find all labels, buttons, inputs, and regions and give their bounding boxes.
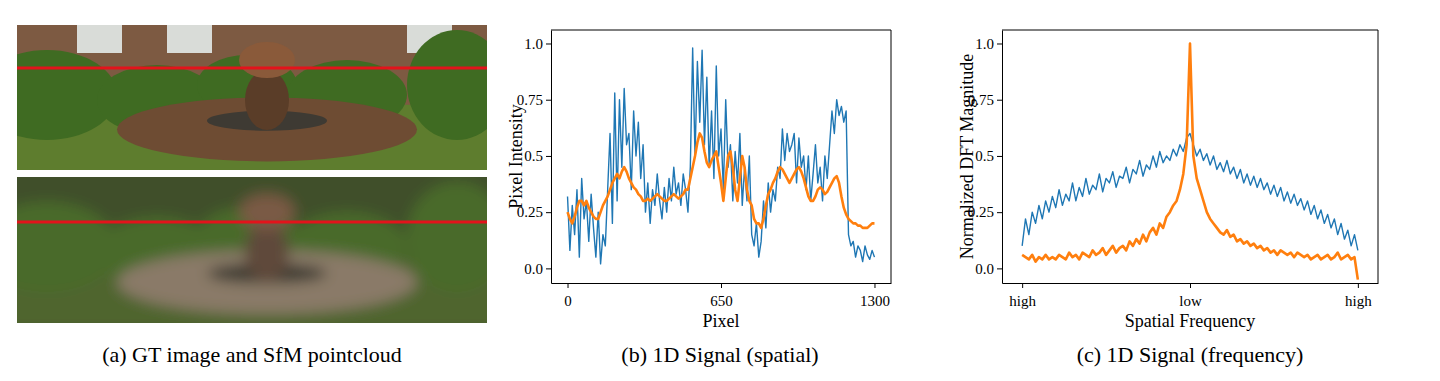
x-axis: 0 650 1300 <box>552 283 892 309</box>
y-tick-mark <box>997 43 1002 44</box>
y-tick-mark <box>997 268 1002 269</box>
frame-top <box>1002 30 1378 31</box>
scanline <box>17 221 487 224</box>
x-tick: low <box>1179 283 1202 309</box>
x-tick: high <box>1345 283 1372 309</box>
y-tick-mark <box>997 212 1002 213</box>
x-tick: 0 <box>564 283 572 309</box>
y-tick: 0.0 <box>524 261 551 277</box>
y-tick-label: 0.0 <box>524 261 543 277</box>
x-tick: high <box>1009 283 1036 309</box>
x-tick-label: 0 <box>564 293 572 309</box>
plant <box>239 42 295 78</box>
caption: (c) 1D Signal (frequency) <box>1077 342 1304 367</box>
y-tick-label: 1.0 <box>524 36 543 52</box>
frame-right <box>891 30 892 283</box>
y-tick: 0.0 <box>975 261 1002 277</box>
chart: highlowhigh0.00.250.50.751.0Spatial Freq… <box>957 30 1379 367</box>
series-line <box>1022 133 1358 250</box>
x-tick-mark <box>568 283 569 288</box>
series-line <box>568 133 875 227</box>
bush <box>407 182 487 292</box>
x-tick-label: 1300 <box>860 293 890 309</box>
x-tick-label: high <box>1009 293 1036 309</box>
vase <box>245 70 289 130</box>
x-tick-label: low <box>1179 293 1202 309</box>
y-tick: 0.5 <box>975 148 1002 164</box>
y-tick-mark <box>546 212 551 213</box>
x-tick: 1300 <box>860 283 890 309</box>
frame-right <box>1378 30 1379 283</box>
y-tick-label: 0.5 <box>975 148 994 164</box>
x-tick-mark <box>874 283 875 288</box>
y-tick: 1.0 <box>975 36 1002 52</box>
x-tick-mark <box>1022 283 1023 288</box>
x-tick: 650 <box>710 283 733 309</box>
x-axis: high low high <box>1003 283 1379 309</box>
y-tick-label: 0.0 <box>975 261 994 277</box>
y-tick-label: 1.0 <box>975 36 994 52</box>
y-tick-mark <box>997 100 1002 101</box>
bush <box>407 30 487 140</box>
scanline <box>17 67 487 70</box>
y-tick-mark <box>546 43 551 44</box>
chart: 065013000.00.250.50.751.0PixelPixel Inte… <box>506 30 892 367</box>
frame-top <box>551 30 891 31</box>
y-axis-line <box>551 31 552 284</box>
caption: (b) 1D Signal (spatial) <box>621 342 818 367</box>
window <box>77 25 122 53</box>
photo <box>17 177 487 323</box>
x-tick-mark <box>1190 283 1191 288</box>
x-tick-mark <box>721 283 722 288</box>
y-tick-mark <box>546 100 551 101</box>
figure: (a) GT image and SfM pointcloud065013000… <box>0 0 1440 381</box>
y-tick-label: 0.5 <box>524 148 543 164</box>
y-axis-line <box>1002 31 1003 284</box>
photo <box>17 25 487 170</box>
plant <box>239 194 295 230</box>
y-tick: 1.0 <box>524 36 551 52</box>
x-tick-mark <box>1358 283 1359 288</box>
y-axis-title: Pixel Intensity <box>506 104 526 209</box>
vase <box>245 222 289 282</box>
x-tick-label: high <box>1345 293 1372 309</box>
x-axis-title: Spatial Frequency <box>1125 311 1255 331</box>
plot-area <box>568 48 875 264</box>
x-tick-label: 650 <box>710 293 733 309</box>
y-tick-mark <box>546 268 551 269</box>
window <box>167 25 212 53</box>
y-tick-mark <box>997 156 1002 157</box>
series-line <box>568 48 875 264</box>
caption: (a) GT image and SfM pointcloud <box>102 342 402 367</box>
y-tick-mark <box>546 156 551 157</box>
x-axis-title: Pixel <box>702 311 739 331</box>
y-axis-title: Normalized DFT Magnitude <box>957 54 977 260</box>
plot-area <box>1022 43 1358 279</box>
y-tick: 0.5 <box>524 148 551 164</box>
series-line <box>1022 43 1358 279</box>
